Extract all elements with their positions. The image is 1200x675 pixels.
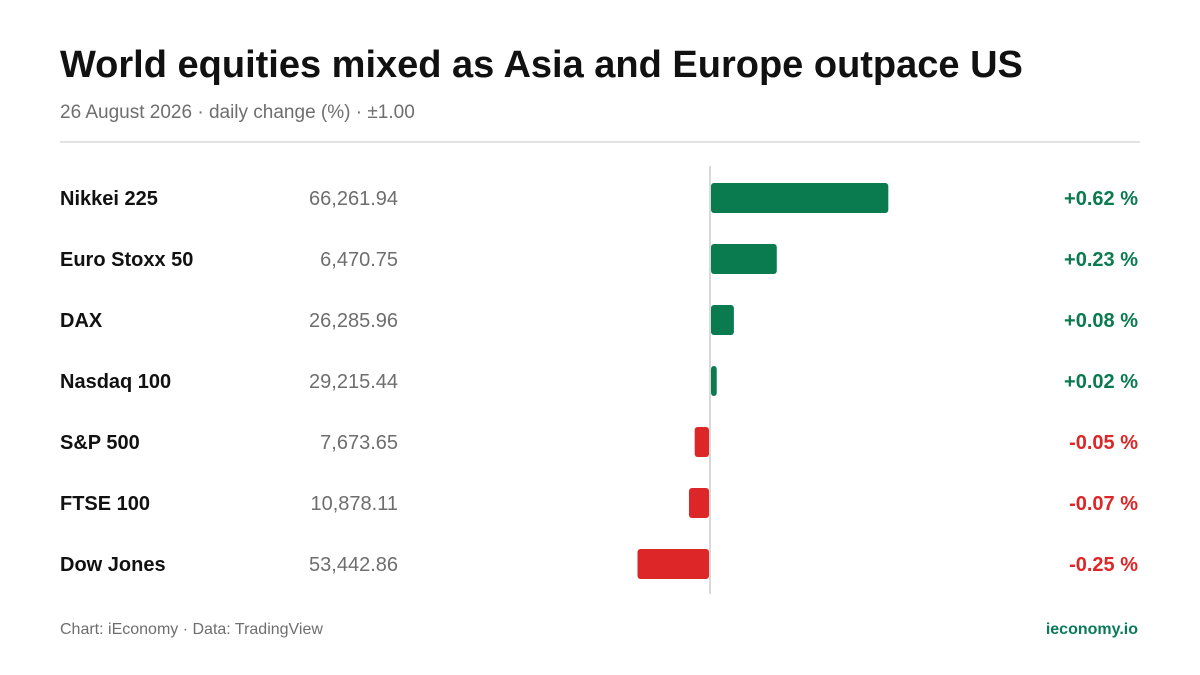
index-name-label: Nasdaq 100	[60, 371, 171, 393]
bar	[711, 183, 889, 213]
header-divider	[60, 141, 1140, 143]
change-value-label: +0.08 %	[1064, 310, 1138, 332]
index-level-label: 53,442.86	[309, 554, 398, 576]
change-value-label: +0.23 %	[1064, 249, 1138, 271]
index-level-label: 26,285.96	[309, 310, 398, 332]
bar	[711, 244, 777, 274]
index-level-label: 7,673.65	[320, 432, 398, 454]
chart-title: World equities mixed as Asia and Europe …	[60, 44, 1023, 86]
change-value-label: -0.07 %	[1069, 493, 1138, 515]
bar	[711, 305, 734, 335]
source-credit: Chart: iEconomy · Data: TradingView	[60, 621, 323, 638]
change-value-label: -0.05 %	[1069, 432, 1138, 454]
change-value-label: +0.62 %	[1064, 188, 1138, 210]
change-value-label: +0.02 %	[1064, 371, 1138, 393]
index-level-label: 10,878.11	[311, 493, 399, 515]
index-name-label: DAX	[60, 310, 103, 332]
index-level-label: 29,215.44	[309, 371, 398, 393]
index-name-label: Nikkei 225	[60, 188, 158, 210]
index-level-label: 6,470.75	[320, 249, 398, 271]
chart-subtitle: 26 August 2026 · daily change (%) · ±1.0…	[60, 102, 415, 123]
index-name-label: Dow Jones	[60, 554, 166, 576]
change-value-label: -0.25 %	[1069, 554, 1138, 576]
bar	[711, 366, 717, 396]
index-name-label: Euro Stoxx 50	[60, 249, 193, 271]
index-name-label: S&P 500	[60, 432, 140, 454]
brand-link[interactable]: ieconomy.io	[1045, 621, 1138, 638]
bar	[694, 427, 709, 457]
index-level-label: 66,261.94	[309, 188, 398, 210]
bar	[637, 549, 709, 579]
index-name-label: FTSE 100	[60, 493, 150, 515]
bar	[688, 488, 709, 518]
